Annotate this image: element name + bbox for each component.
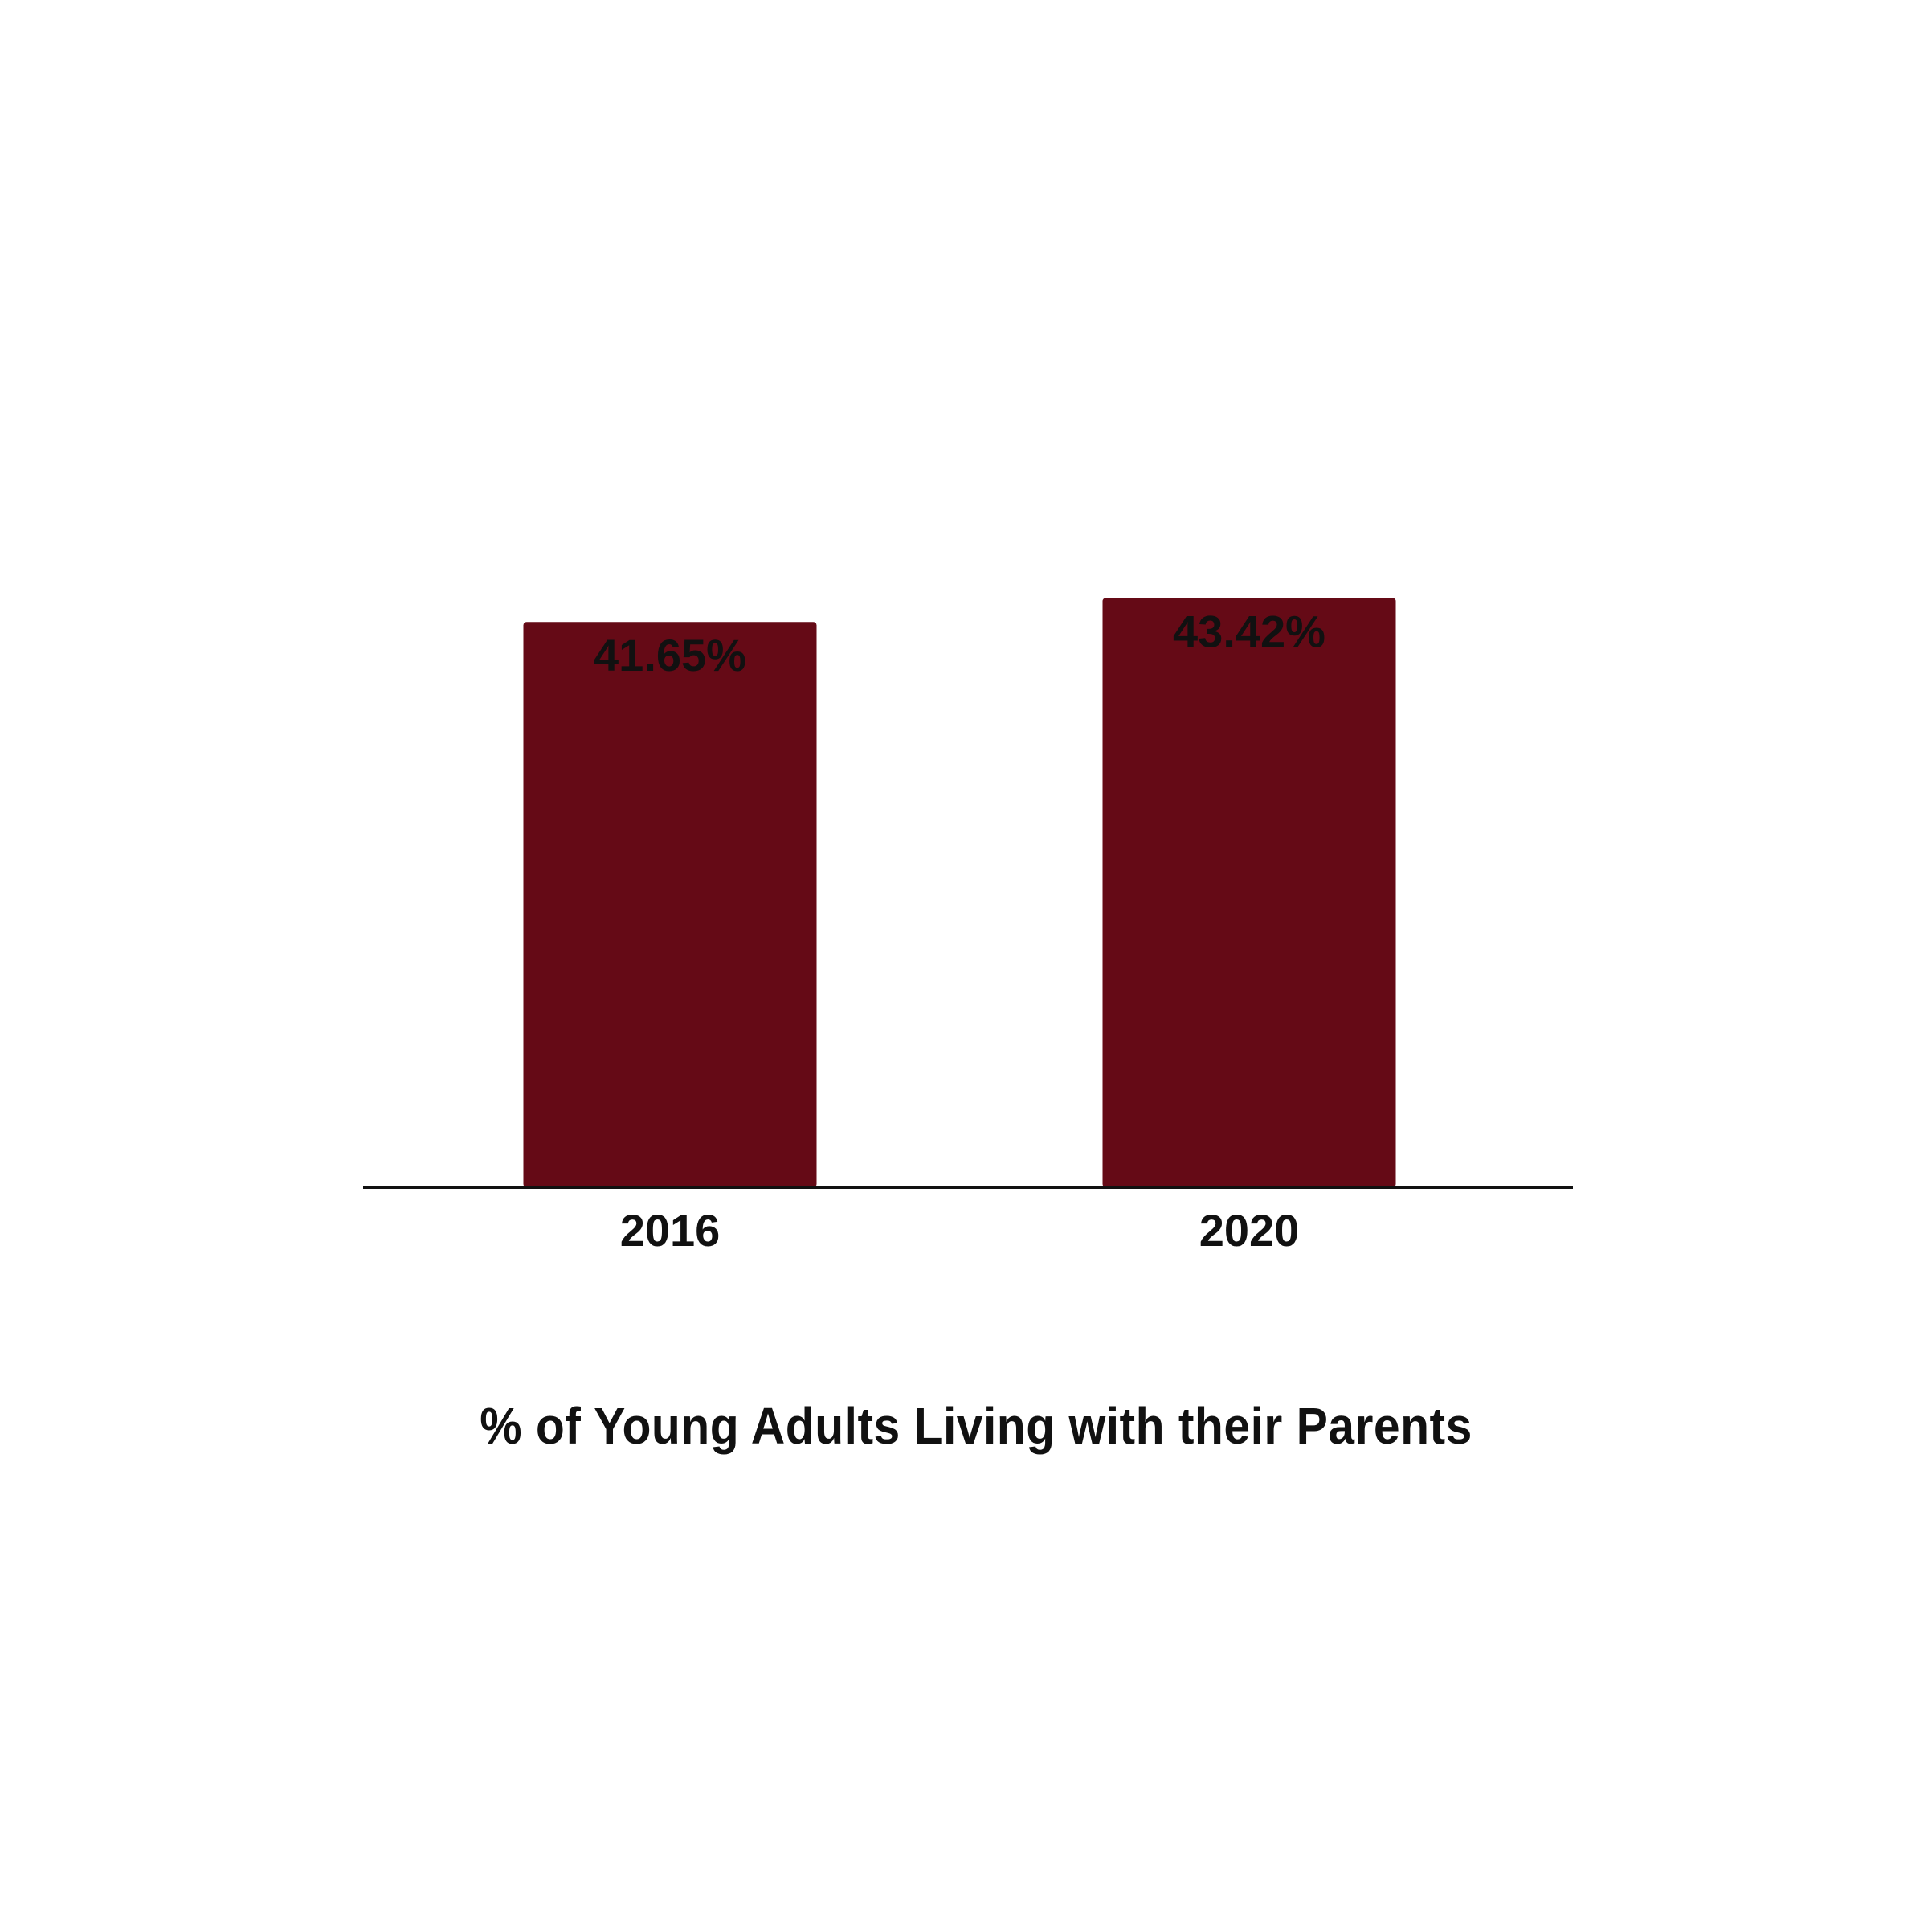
bars (523, 598, 1396, 1187)
x-tick-label-2020: 2020 (1199, 1205, 1300, 1256)
value-labels: 41.65% 43.42% (594, 606, 1326, 680)
bar-2020 (1102, 598, 1396, 1187)
x-tick-labels: 2016 2020 (620, 1205, 1300, 1256)
value-label-2016: 41.65% (594, 630, 746, 680)
value-label-2020: 43.42% (1173, 606, 1326, 656)
bar-2016 (523, 622, 817, 1187)
x-tick-label-2016: 2016 (620, 1205, 721, 1256)
chart-title: % of Young Adults Living with their Pare… (480, 1397, 1473, 1455)
